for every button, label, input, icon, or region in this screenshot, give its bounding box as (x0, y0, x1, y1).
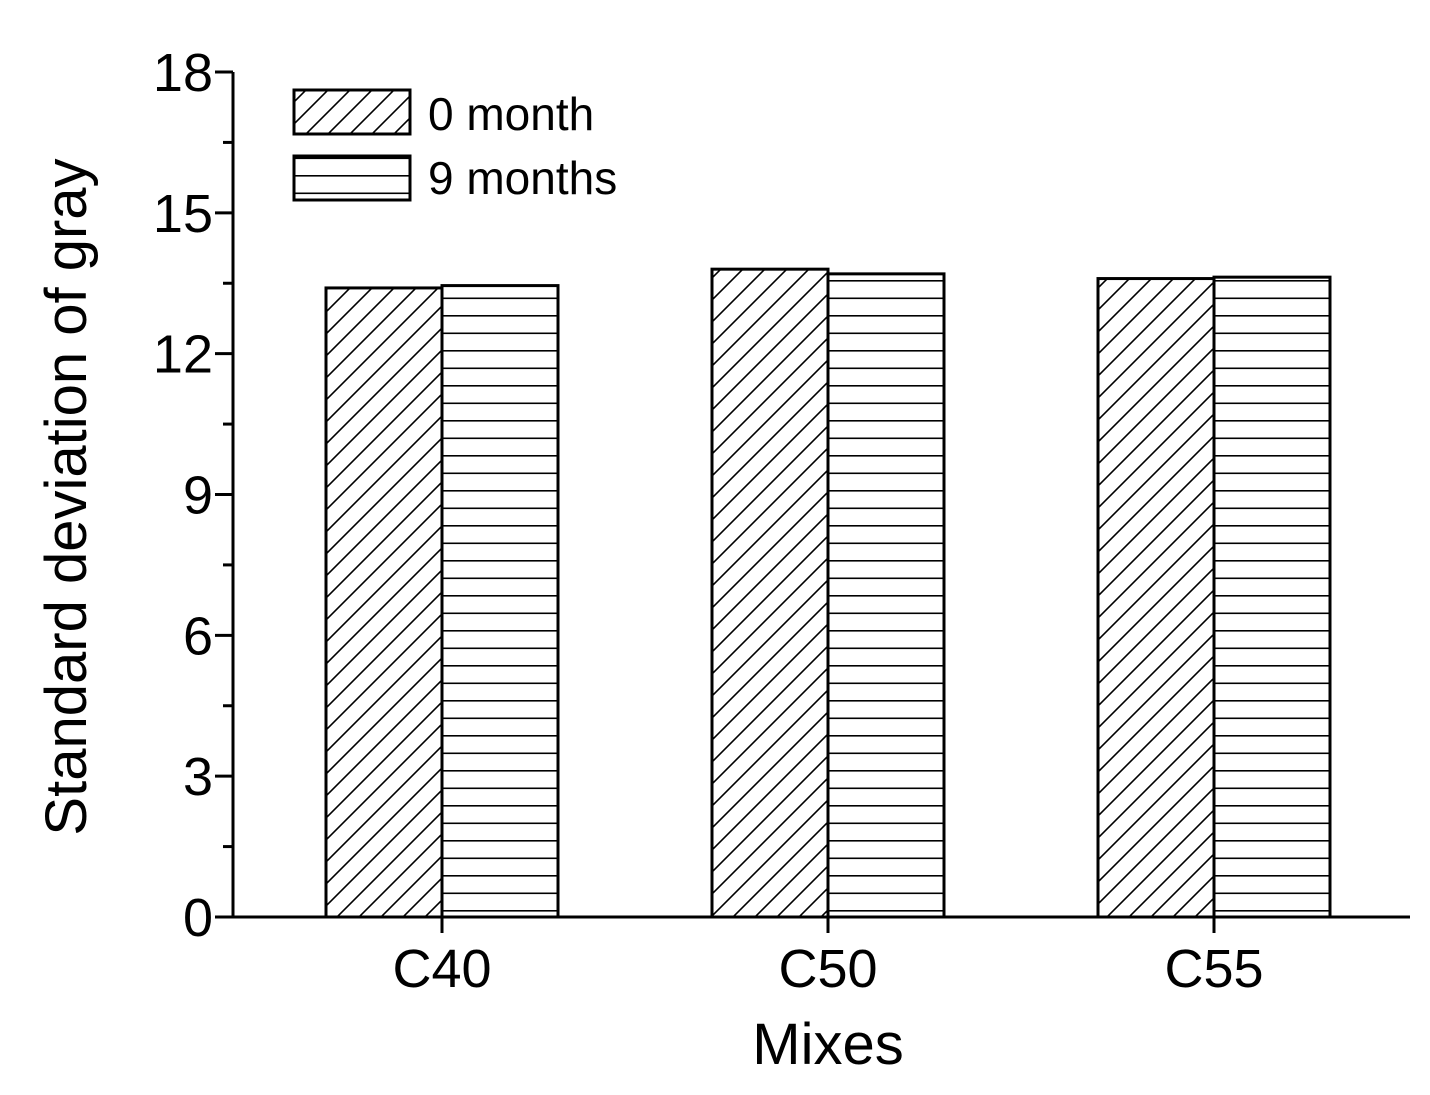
bar-c55-0-month (1096, 277, 1216, 919)
bar-c55-9-months (1212, 275, 1332, 919)
x-tick-label-c55: C55 (1164, 939, 1263, 999)
y-tick-label: 18 (153, 43, 213, 103)
bar-c40-9-months (440, 284, 560, 919)
legend: 0 month 9 months (292, 88, 617, 204)
y-tick-label: 3 (183, 747, 213, 807)
y-ticks-group: 0 3 6 9 12 15 18 (153, 43, 233, 948)
y-tick-label: 12 (153, 325, 213, 385)
y-tick-label: 15 (153, 184, 213, 244)
x-tick-label-c40: C40 (392, 939, 491, 999)
y-tick-label: 9 (183, 466, 213, 526)
x-axis-title: Mixes (752, 1012, 903, 1077)
y-axis-title: Standard deviation of gray (34, 158, 99, 835)
x-tick-label-c50: C50 (778, 939, 877, 999)
legend-swatch-0-month (292, 88, 412, 136)
y-tick-label: 6 (183, 606, 213, 666)
bars-group (324, 267, 1332, 919)
bar-c40-0-month (324, 286, 444, 919)
legend-label-0-month: 0 month (428, 88, 594, 140)
bar-c50-0-month (710, 267, 830, 919)
y-tick-label: 0 (183, 888, 213, 948)
legend-swatch-9-months (292, 154, 412, 202)
bar-c50-9-months (826, 272, 946, 919)
x-ticks-group: C40 C50 C55 (392, 917, 1264, 999)
legend-label-9-months: 9 months (428, 152, 617, 204)
